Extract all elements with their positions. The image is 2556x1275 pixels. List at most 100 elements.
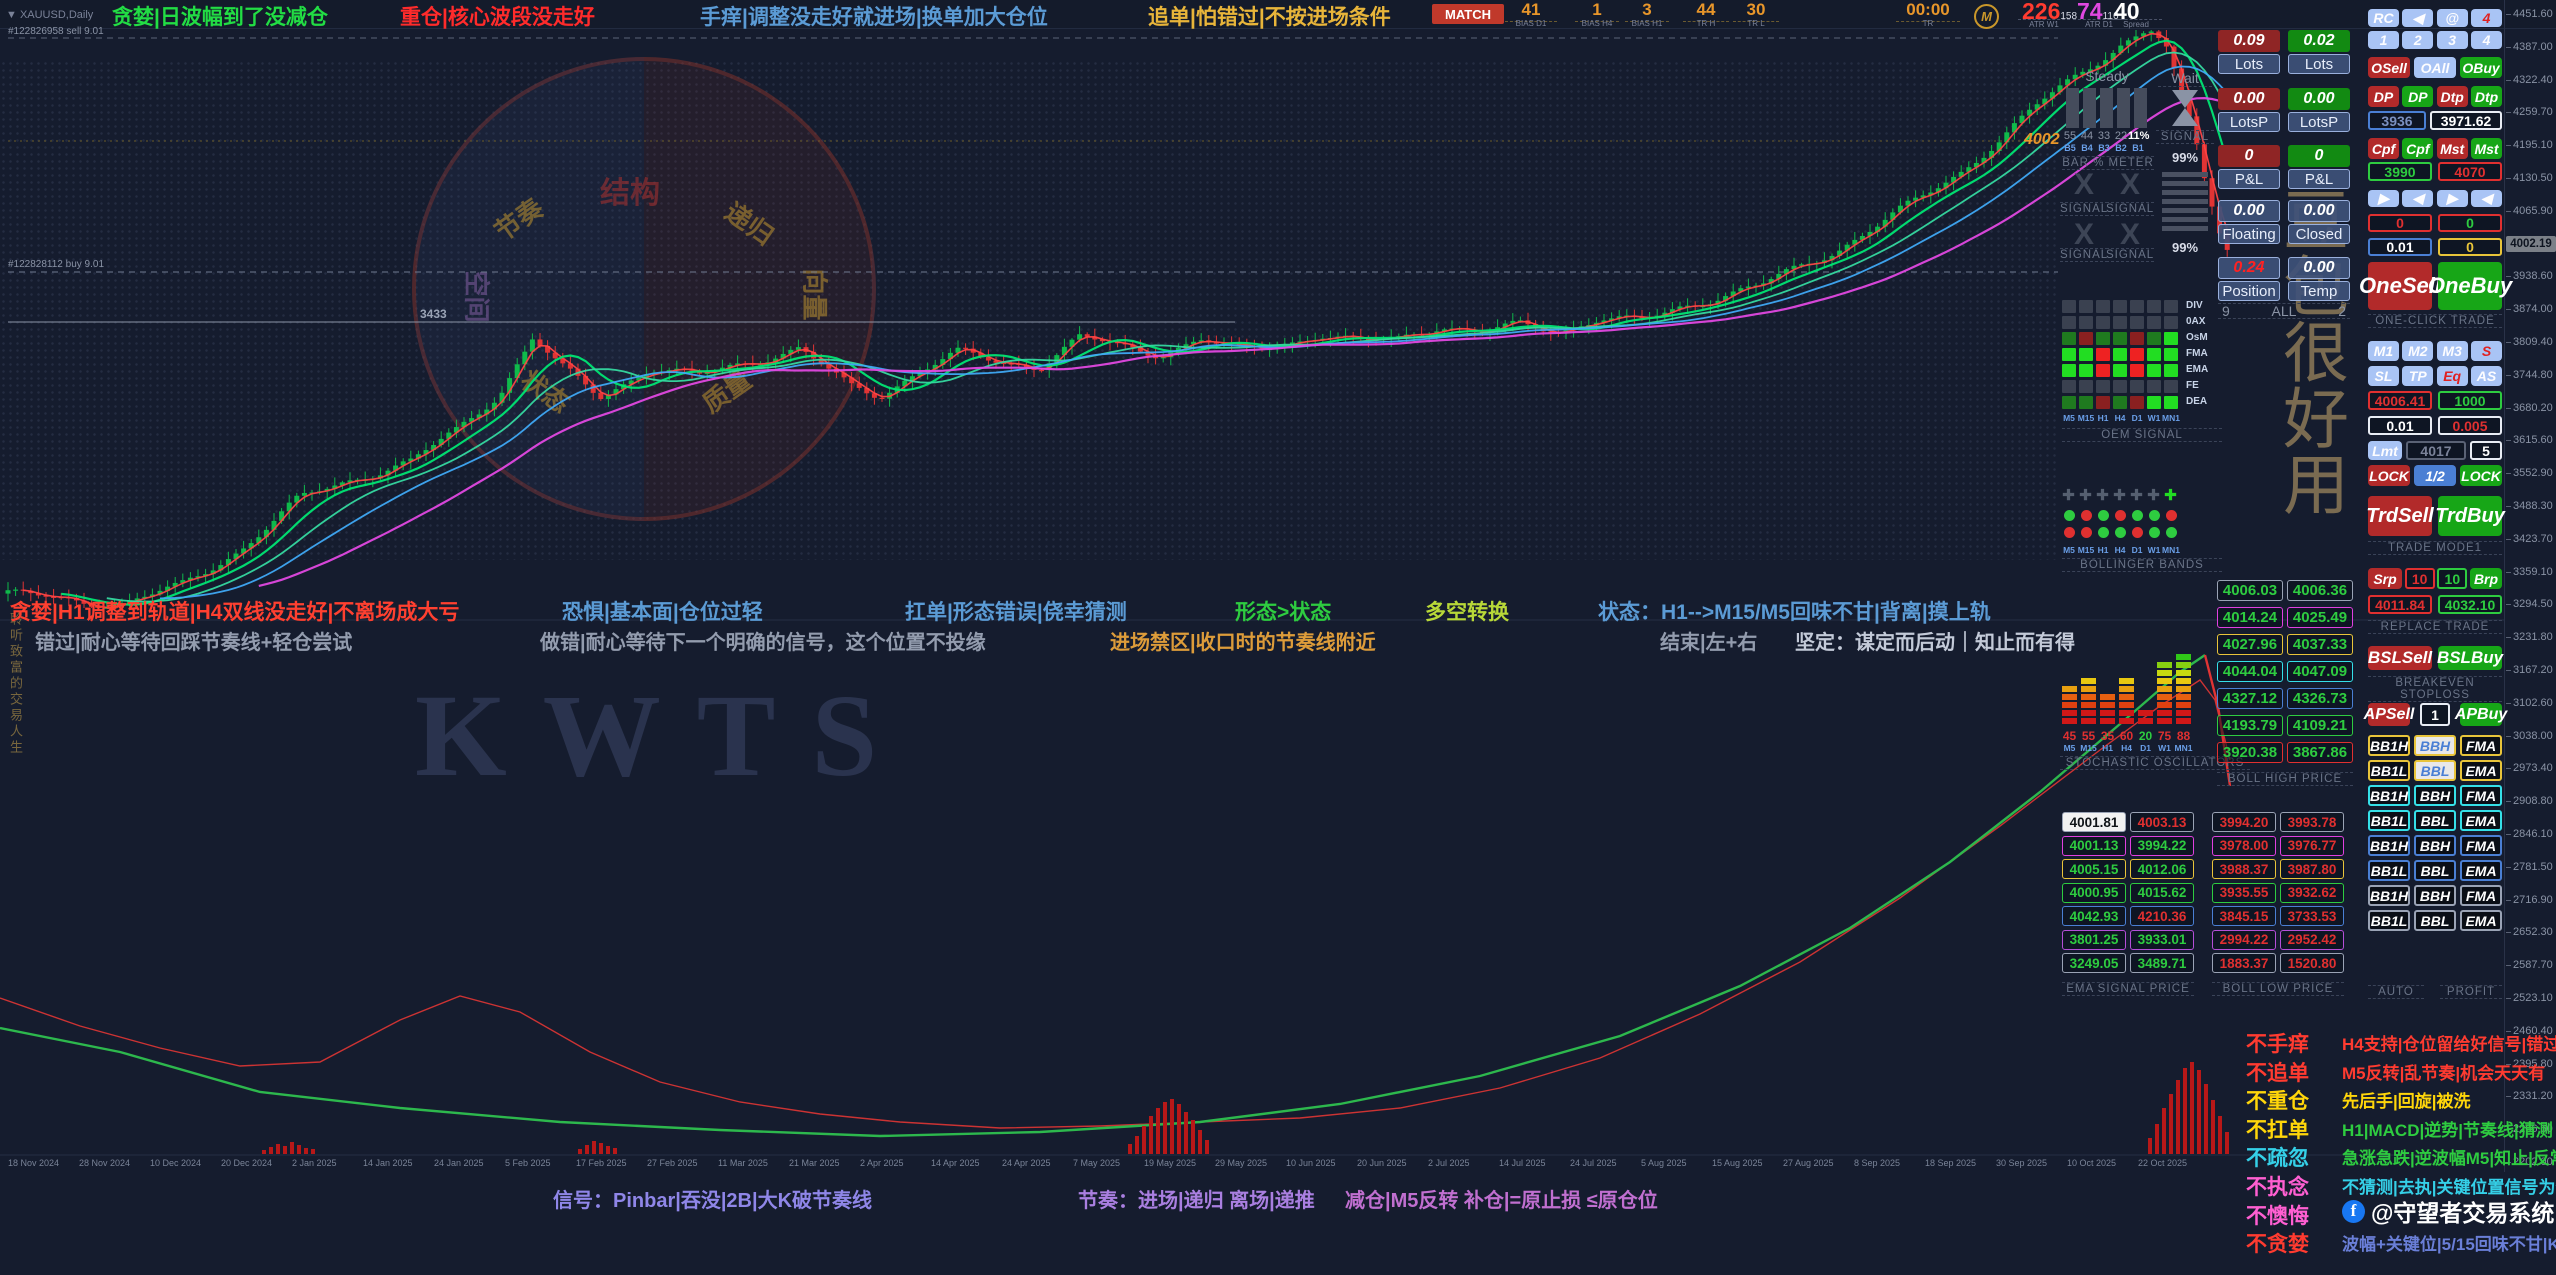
btn-tp[interactable]: TP (2402, 366, 2434, 386)
btn-3936[interactable]: 3936 (2368, 111, 2426, 130)
btn-m2[interactable]: M2 (2402, 341, 2434, 361)
bb-btn-bb1l[interactable]: BB1L (2368, 910, 2410, 931)
bb-btn-bbl[interactable]: BBL (2414, 810, 2456, 831)
btn-cpf[interactable]: Cpf (2402, 138, 2434, 159)
btn-dtp[interactable]: Dtp (2471, 86, 2502, 107)
btn-[interactable]: ◀ (2402, 9, 2434, 27)
btn-lock[interactable]: LOCK (2368, 465, 2410, 486)
panel-label-pl[interactable]: P&L (2288, 169, 2350, 189)
btn-as[interactable]: AS (2471, 366, 2502, 386)
bb-btn-ema[interactable]: EMA (2460, 810, 2502, 831)
btn-10[interactable]: 10 (2404, 568, 2435, 589)
bb-btn-fma[interactable]: FMA (2460, 785, 2502, 806)
panel-label-floating[interactable]: Floating (2218, 224, 2280, 244)
btn-10[interactable]: 10 (2437, 568, 2468, 589)
btn-1000[interactable]: 1000 (2438, 391, 2502, 410)
bb-btn-fma[interactable]: FMA (2460, 735, 2502, 756)
btn-4070[interactable]: 4070 (2438, 162, 2502, 181)
bb-btn-bbh[interactable]: BBH (2414, 785, 2456, 806)
bb-btn-fma[interactable]: FMA (2460, 835, 2502, 856)
btn-[interactable]: ▶ (2368, 190, 2399, 207)
btn-2[interactable]: 2 (2402, 31, 2434, 49)
panel-label-lots[interactable]: Lots (2288, 54, 2350, 74)
btn-0[interactable]: 0 (2438, 238, 2502, 256)
panel-label-lots[interactable]: Lots (2218, 54, 2280, 74)
btn-lock[interactable]: LOCK (2460, 465, 2502, 486)
btn-dp[interactable]: DP (2402, 86, 2434, 107)
btn-dp[interactable]: DP (2368, 86, 2399, 107)
btn-bslsell[interactable]: BSLSell (2368, 646, 2432, 670)
btn-onesell[interactable]: OneSell (2359, 262, 2441, 310)
btn-oall[interactable]: OAll (2414, 57, 2456, 78)
btn-0005[interactable]: 0.005 (2438, 416, 2502, 435)
btn-3[interactable]: 3 (2436, 31, 2468, 49)
btn-[interactable]: @ (2436, 9, 2468, 27)
btn-4017[interactable]: 4017 (2406, 441, 2466, 460)
btn-401184[interactable]: 4011.84 (2368, 595, 2432, 614)
bb-btn-bbh[interactable]: BBH (2414, 885, 2456, 906)
btn-001[interactable]: 0.01 (2368, 416, 2432, 435)
bb-btn-bb1h[interactable]: BB1H (2368, 835, 2410, 856)
btn-brp[interactable]: Brp (2470, 568, 2502, 589)
btn-cpf[interactable]: Cpf (2368, 138, 2399, 159)
bb-btn-bb1h[interactable]: BB1H (2368, 785, 2410, 806)
bb-btn-bbh[interactable]: BBH (2414, 835, 2456, 856)
brand-row[interactable]: f @守望者交易系统 (2342, 1194, 2554, 1228)
bb-btn-fma[interactable]: FMA (2460, 885, 2502, 906)
btn-obuy[interactable]: OBuy (2460, 57, 2502, 78)
btn-12[interactable]: 1/2 (2414, 465, 2456, 486)
btn-001[interactable]: 0.01 (2368, 238, 2432, 256)
btn-m1[interactable]: M1 (2368, 341, 2399, 361)
btn-lmt[interactable]: Lmt (2368, 441, 2402, 460)
btn-1[interactable]: 1 (2420, 703, 2450, 726)
btn-1[interactable]: 1 (2368, 31, 2399, 49)
btn-0[interactable]: 0 (2438, 214, 2502, 232)
bb-btn-bb1h[interactable]: BB1H (2368, 735, 2410, 756)
panel-label-lotsp[interactable]: LotsP (2288, 112, 2350, 132)
btn-bslbuy[interactable]: BSLBuy (2437, 646, 2503, 670)
match-button[interactable]: MATCH (1432, 4, 1504, 24)
btn-apbuy[interactable]: APBuy (2455, 703, 2507, 726)
bb-btn-bbl[interactable]: BBL (2414, 860, 2456, 881)
panel-label-pl[interactable]: P&L (2218, 169, 2280, 189)
bb-btn-bbl[interactable]: BBL (2414, 760, 2456, 781)
bb-btn-bb1l[interactable]: BB1L (2368, 760, 2410, 781)
btn-400641[interactable]: 4006.41 (2368, 391, 2432, 410)
btn-trdsell[interactable]: TrdSell (2366, 496, 2434, 536)
btn-eq[interactable]: Eq (2436, 366, 2468, 386)
bb-btn-ema[interactable]: EMA (2460, 760, 2502, 781)
btn-[interactable]: ◀ (2402, 190, 2434, 207)
btn-[interactable]: ◀ (2471, 190, 2502, 207)
btn-m3[interactable]: M3 (2436, 341, 2468, 361)
btn-4[interactable]: 4 (2471, 31, 2502, 49)
btn-mst[interactable]: Mst (2436, 138, 2468, 159)
panel-label-lotsp[interactable]: LotsP (2218, 112, 2280, 132)
btn-apsell[interactable]: APSell (2364, 703, 2414, 726)
btn-3990[interactable]: 3990 (2368, 162, 2432, 181)
btn-trdbuy[interactable]: TrdBuy (2435, 496, 2505, 536)
btn-sl[interactable]: SL (2368, 366, 2399, 386)
btn-dtp[interactable]: Dtp (2436, 86, 2468, 107)
btn-[interactable]: ▶ (2436, 190, 2468, 207)
btn-s[interactable]: S (2471, 341, 2502, 361)
bb-btn-bb1l[interactable]: BB1L (2368, 810, 2410, 831)
btn-0[interactable]: 0 (2368, 214, 2432, 232)
btn-397162[interactable]: 3971.62 (2430, 111, 2502, 130)
bb-btn-ema[interactable]: EMA (2460, 860, 2502, 881)
btn-5[interactable]: 5 (2470, 441, 2502, 460)
panel-label-temp[interactable]: Temp (2288, 281, 2350, 301)
panel-label-closed[interactable]: Closed (2288, 224, 2350, 244)
btn-onebuy[interactable]: OneBuy (2428, 262, 2512, 310)
bb-btn-bbh[interactable]: BBH (2414, 735, 2456, 756)
btn-srp[interactable]: Srp (2368, 568, 2402, 589)
btn-osell[interactable]: OSell (2368, 57, 2410, 78)
btn-403210[interactable]: 4032.10 (2438, 595, 2502, 614)
panel-label-position[interactable]: Position (2218, 281, 2280, 301)
bb-btn-bb1l[interactable]: BB1L (2368, 860, 2410, 881)
btn-mst[interactable]: Mst (2471, 138, 2502, 159)
btn-rc[interactable]: RC (2368, 9, 2399, 27)
bb-btn-bb1h[interactable]: BB1H (2368, 885, 2410, 906)
bb-btn-bbl[interactable]: BBL (2414, 910, 2456, 931)
btn-4[interactable]: 4 (2471, 9, 2502, 27)
bb-btn-ema[interactable]: EMA (2460, 910, 2502, 931)
